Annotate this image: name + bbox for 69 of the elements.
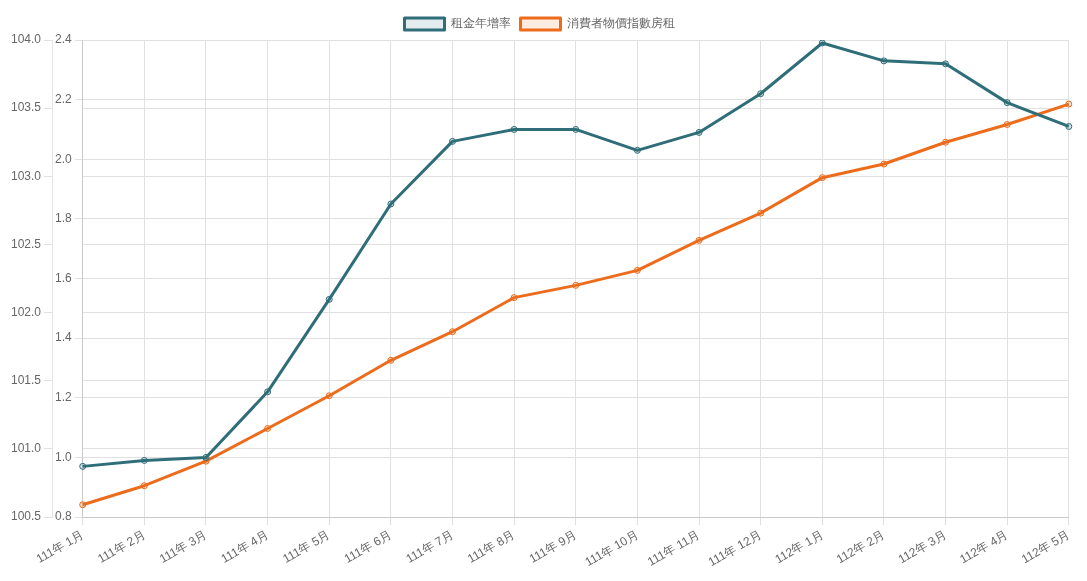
y-tick-label: 1.2 [55, 390, 73, 405]
y2-tick-label: 102.5 [11, 236, 42, 251]
point [1065, 100, 1073, 108]
point [510, 125, 518, 133]
point [880, 160, 888, 168]
x-tick-label: 111年 10月 [582, 527, 641, 570]
y-tick-label: 0.8 [55, 509, 73, 524]
point [79, 462, 87, 470]
point [79, 501, 87, 509]
point [633, 266, 641, 274]
y2-tick-label: 100.5 [11, 509, 42, 524]
x-tick-label: 111年 9月 [526, 527, 579, 566]
point [1065, 122, 1073, 130]
y-tick-label: 2.0 [55, 151, 73, 166]
point [510, 294, 518, 302]
x-tick-label: 111年 2月 [95, 527, 148, 566]
x-tick-label: 112年 1月 [772, 527, 826, 567]
y2-tick-label: 101.0 [11, 441, 42, 456]
point [633, 146, 641, 154]
x-tick-label: 112年 5月 [1018, 527, 1072, 567]
x-tick-label: 111年 7月 [403, 527, 456, 566]
point [387, 200, 395, 208]
x-tick-label: 112年 2月 [834, 527, 888, 567]
point [818, 174, 826, 182]
point [942, 138, 950, 146]
point [572, 125, 580, 133]
point [695, 236, 703, 244]
point [202, 453, 210, 461]
y2-tick-label: 103.5 [11, 100, 42, 115]
y-tick-label: 1.8 [55, 211, 73, 226]
point [387, 356, 395, 364]
point [942, 60, 950, 68]
point [140, 456, 148, 464]
point [757, 209, 765, 217]
point [448, 137, 456, 145]
point [757, 90, 765, 98]
point [264, 424, 272, 432]
point [1003, 99, 1011, 107]
point [880, 57, 888, 65]
y2-tick-label: 103.0 [11, 168, 42, 183]
y2-tick-label: 101.5 [11, 373, 42, 388]
x-tick-label: 111年 6月 [341, 527, 395, 566]
point [572, 281, 580, 289]
y-tick-label: 1.0 [55, 449, 73, 464]
point [818, 40, 826, 47]
x-tick-label: 111年 12月 [705, 527, 764, 570]
x-tick-label: 112年 3月 [895, 527, 949, 567]
y-tick-label: 2.4 [55, 32, 73, 47]
x-tick-label: 111年 11月 [644, 527, 703, 569]
y2-tick-label: 102.0 [11, 304, 42, 319]
point [695, 128, 703, 136]
x-tick-label: 112年 4月 [957, 527, 1011, 567]
legend-label: 消費者物價指數房租 [566, 16, 675, 31]
point [448, 328, 456, 336]
x-tick-label: 111年 4月 [218, 527, 271, 566]
point [264, 388, 272, 396]
point [325, 392, 333, 400]
x-tick-label: 111年 5月 [280, 527, 333, 566]
point [140, 482, 148, 490]
x-tick-label: 111年 3月 [156, 527, 210, 566]
legend-label: 租金年增率 [450, 16, 511, 31]
x-tick-label: 111年 8月 [465, 527, 518, 566]
y-tick-label: 1.4 [55, 330, 73, 345]
y-tick-label: 1.6 [55, 270, 73, 285]
x-tick-label: 111年 1月 [33, 527, 86, 566]
point [325, 295, 333, 303]
y-tick-label: 2.2 [55, 91, 73, 106]
point [1003, 121, 1011, 129]
y2-tick-label: 104.0 [11, 32, 42, 47]
